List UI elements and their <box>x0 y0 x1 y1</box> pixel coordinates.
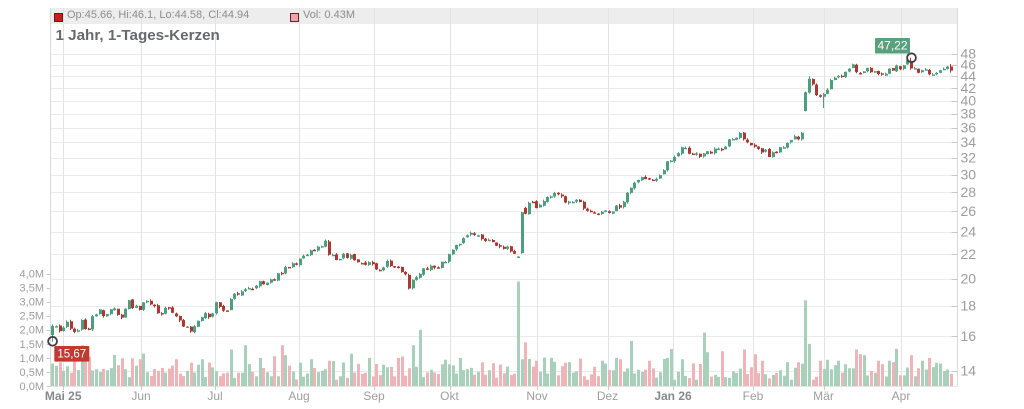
svg-text:Mär: Mär <box>813 389 834 403</box>
svg-text:16: 16 <box>961 328 977 344</box>
svg-text:48: 48 <box>961 45 977 61</box>
svg-text:Nov: Nov <box>526 389 547 403</box>
svg-text:42: 42 <box>961 80 977 96</box>
svg-text:4,0M: 4,0M <box>20 269 44 281</box>
svg-text:20: 20 <box>961 271 977 287</box>
svg-text:22: 22 <box>961 246 977 262</box>
svg-text:Mai 25: Mai 25 <box>45 389 82 403</box>
svg-text:1,5M: 1,5M <box>20 339 44 351</box>
svg-text:24: 24 <box>961 224 977 240</box>
svg-text:46: 46 <box>961 56 977 72</box>
svg-text:Apr: Apr <box>892 389 911 403</box>
svg-text:1,0M: 1,0M <box>20 353 44 365</box>
svg-text:15,67: 15,67 <box>57 349 86 361</box>
svg-text:Okt: Okt <box>440 389 459 403</box>
svg-text:28: 28 <box>961 184 977 200</box>
svg-text:34: 34 <box>961 134 977 150</box>
svg-text:Feb: Feb <box>743 389 764 403</box>
svg-text:0,0M: 0,0M <box>20 381 44 393</box>
svg-text:3,5M: 3,5M <box>20 283 44 295</box>
svg-text:3,0M: 3,0M <box>20 297 44 309</box>
svg-text:18: 18 <box>961 298 977 314</box>
svg-text:38: 38 <box>961 106 977 122</box>
svg-text:47,22: 47,22 <box>877 39 907 53</box>
svg-text:Aug: Aug <box>288 389 309 403</box>
svg-text:30: 30 <box>961 166 977 182</box>
svg-text:44: 44 <box>961 68 977 84</box>
svg-text:Jun: Jun <box>131 389 150 403</box>
svg-text:26: 26 <box>961 203 977 219</box>
svg-text:36: 36 <box>961 119 977 135</box>
svg-text:32: 32 <box>961 150 977 166</box>
svg-text:Jan 26: Jan 26 <box>654 389 692 403</box>
svg-text:14: 14 <box>961 362 977 378</box>
svg-text:Sep: Sep <box>363 389 385 403</box>
svg-text:Dez: Dez <box>597 389 618 403</box>
svg-text:0,5M: 0,5M <box>20 367 44 379</box>
svg-text:Jul: Jul <box>207 389 222 403</box>
svg-text:40: 40 <box>961 92 977 108</box>
svg-text:2,0M: 2,0M <box>20 325 44 337</box>
svg-text:2,5M: 2,5M <box>20 311 44 323</box>
